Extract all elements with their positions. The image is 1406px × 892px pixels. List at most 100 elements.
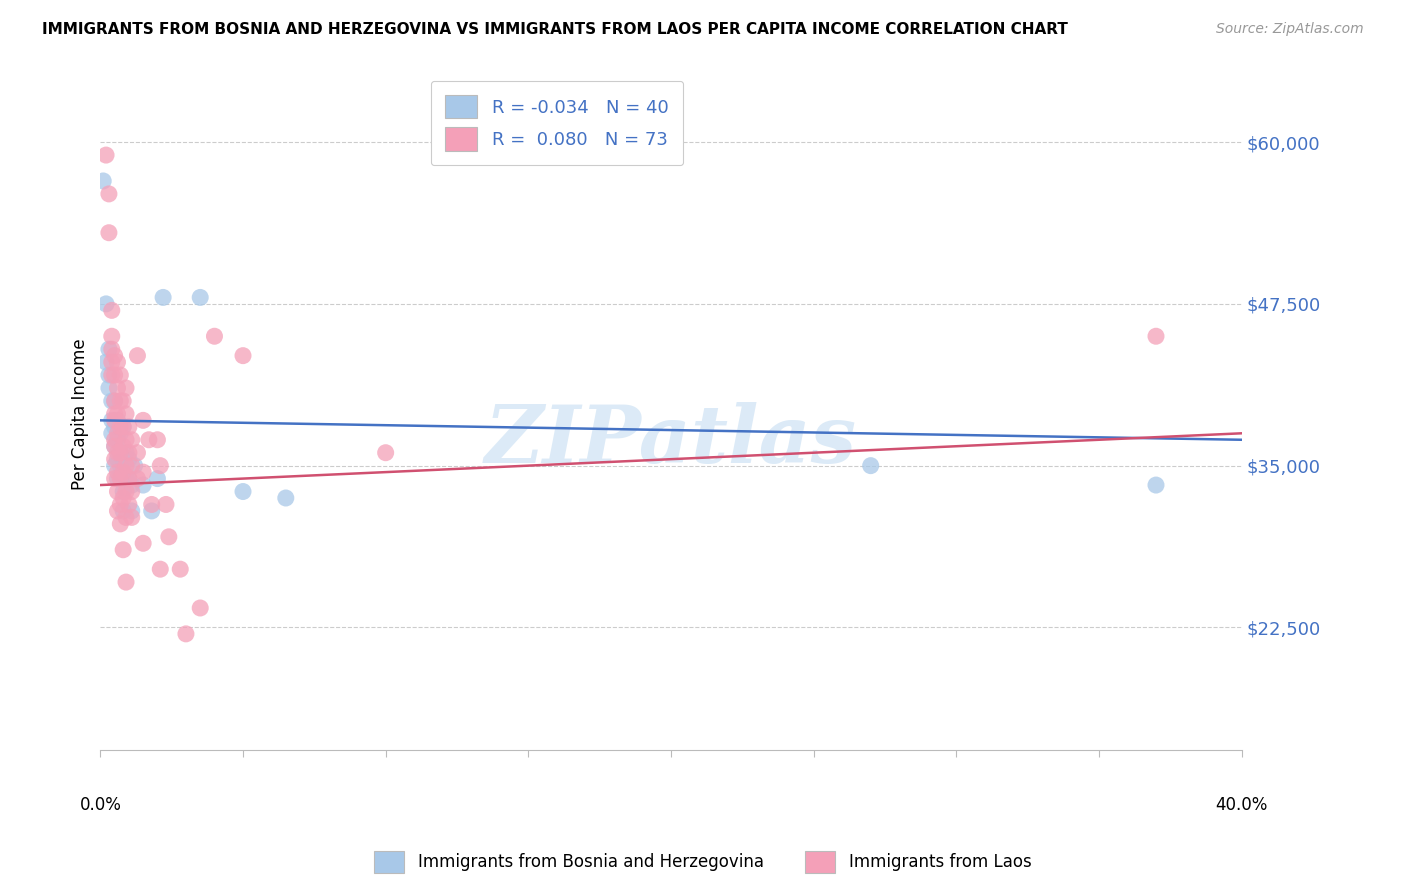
Point bbox=[107, 426, 129, 441]
Point bbox=[104, 420, 127, 434]
Point bbox=[118, 498, 141, 512]
Point bbox=[115, 433, 138, 447]
Text: Source: ZipAtlas.com: Source: ZipAtlas.com bbox=[1216, 22, 1364, 37]
Point bbox=[107, 484, 129, 499]
Point bbox=[121, 458, 143, 473]
Point bbox=[118, 472, 141, 486]
Point bbox=[115, 484, 138, 499]
Point bbox=[127, 349, 149, 363]
Point bbox=[115, 446, 138, 460]
Point bbox=[121, 504, 143, 518]
Point bbox=[107, 452, 129, 467]
Point bbox=[104, 458, 127, 473]
Text: 0.0%: 0.0% bbox=[79, 796, 121, 814]
Point bbox=[138, 433, 160, 447]
Point bbox=[100, 393, 122, 408]
Point bbox=[104, 349, 127, 363]
Point bbox=[121, 433, 143, 447]
Point bbox=[112, 452, 135, 467]
Point bbox=[107, 355, 129, 369]
Point bbox=[97, 226, 120, 240]
Point bbox=[104, 452, 127, 467]
Point bbox=[112, 504, 135, 518]
Point bbox=[132, 478, 155, 492]
Point bbox=[146, 433, 169, 447]
Point bbox=[104, 368, 127, 382]
Point bbox=[107, 433, 129, 447]
Point bbox=[110, 458, 132, 473]
Point bbox=[155, 498, 177, 512]
Point bbox=[104, 393, 127, 408]
Point bbox=[107, 504, 129, 518]
Point bbox=[121, 478, 143, 492]
Point bbox=[112, 393, 135, 408]
Point bbox=[127, 446, 149, 460]
Point bbox=[132, 536, 155, 550]
Point bbox=[94, 355, 117, 369]
Point bbox=[115, 575, 138, 590]
Point bbox=[110, 368, 132, 382]
Point bbox=[112, 465, 135, 479]
Point bbox=[107, 381, 129, 395]
Point bbox=[188, 290, 211, 304]
Point bbox=[124, 458, 146, 473]
Point bbox=[107, 413, 129, 427]
Point bbox=[110, 426, 132, 441]
Point bbox=[94, 148, 117, 162]
Point bbox=[204, 329, 226, 343]
Point bbox=[107, 472, 129, 486]
Point bbox=[118, 452, 141, 467]
Point bbox=[112, 420, 135, 434]
Point bbox=[121, 484, 143, 499]
Point bbox=[132, 413, 155, 427]
Point bbox=[100, 303, 122, 318]
Point bbox=[104, 393, 127, 408]
Point bbox=[115, 458, 138, 473]
Point bbox=[110, 446, 132, 460]
Point bbox=[112, 484, 135, 499]
Point bbox=[112, 542, 135, 557]
Point bbox=[141, 504, 163, 518]
Point bbox=[110, 472, 132, 486]
Text: 40.0%: 40.0% bbox=[1215, 796, 1268, 814]
Point bbox=[104, 472, 127, 486]
Point bbox=[157, 530, 180, 544]
Point bbox=[115, 407, 138, 421]
Point bbox=[146, 472, 169, 486]
Point bbox=[104, 439, 127, 453]
Point bbox=[112, 491, 135, 505]
Point bbox=[115, 381, 138, 395]
Point bbox=[97, 368, 120, 382]
Point bbox=[121, 510, 143, 524]
Text: IMMIGRANTS FROM BOSNIA AND HERZEGOVINA VS IMMIGRANTS FROM LAOS PER CAPITA INCOME: IMMIGRANTS FROM BOSNIA AND HERZEGOVINA V… bbox=[42, 22, 1069, 37]
Point bbox=[115, 510, 138, 524]
Point bbox=[149, 562, 172, 576]
Point bbox=[118, 472, 141, 486]
Point bbox=[104, 407, 127, 421]
Point bbox=[110, 420, 132, 434]
Point bbox=[104, 439, 127, 453]
Point bbox=[110, 516, 132, 531]
Point bbox=[97, 186, 120, 201]
Point bbox=[110, 446, 132, 460]
Point bbox=[97, 381, 120, 395]
Point bbox=[91, 174, 114, 188]
Point bbox=[110, 498, 132, 512]
Point bbox=[1144, 478, 1167, 492]
Point bbox=[97, 342, 120, 356]
Point bbox=[132, 465, 155, 479]
Point bbox=[1144, 329, 1167, 343]
Point bbox=[100, 329, 122, 343]
Point bbox=[174, 627, 197, 641]
Point bbox=[374, 446, 396, 460]
Point bbox=[100, 355, 122, 369]
Point bbox=[274, 491, 297, 505]
Text: ZIPatlas: ZIPatlas bbox=[485, 402, 858, 480]
Point bbox=[115, 472, 138, 486]
Point bbox=[107, 407, 129, 421]
Legend: R = -0.034   N = 40, R =  0.080   N = 73: R = -0.034 N = 40, R = 0.080 N = 73 bbox=[430, 81, 683, 165]
Point bbox=[107, 465, 129, 479]
Point bbox=[118, 446, 141, 460]
Point bbox=[232, 349, 254, 363]
Point bbox=[152, 290, 174, 304]
